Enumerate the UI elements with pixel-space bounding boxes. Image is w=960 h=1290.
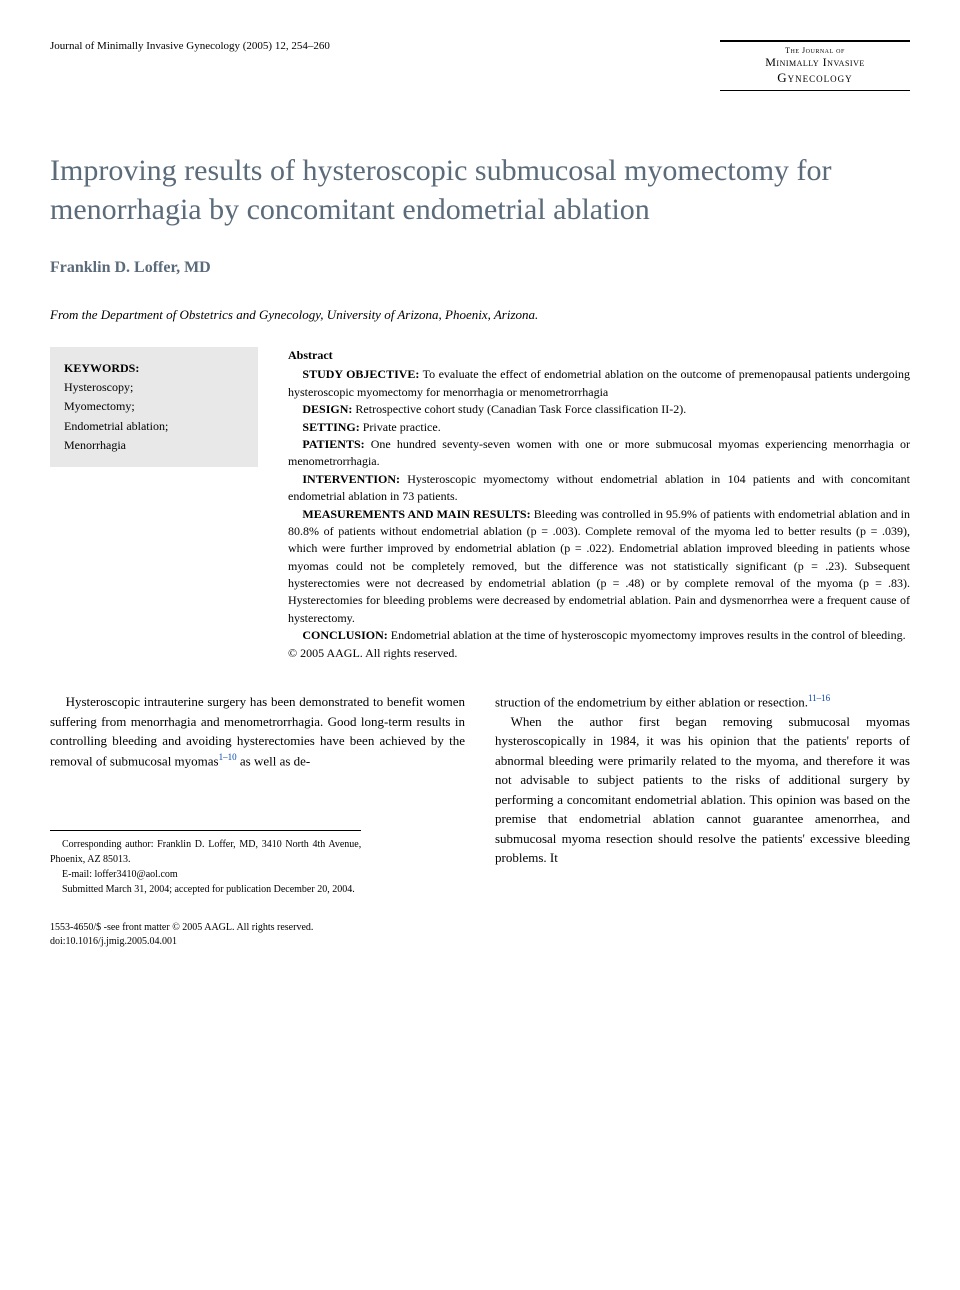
abstract-text: Bleeding was controlled in 95.9% of pati…: [288, 507, 910, 625]
abstract-setting: SETTING: Private practice.: [288, 419, 910, 436]
keywords-heading: KEYWORDS:: [64, 359, 244, 378]
journal-citation: Journal of Minimally Invasive Gynecology…: [50, 40, 330, 52]
abstract-label: PATIENTS:: [302, 437, 364, 451]
brand-top: The Journal of: [720, 46, 910, 55]
reference-link[interactable]: 1–10: [219, 752, 237, 762]
body-text: struction of the endometrium by either a…: [495, 694, 808, 709]
footnotes: Corresponding author: Franklin D. Loffer…: [50, 830, 361, 897]
abstract-heading: Abstract: [288, 347, 910, 364]
brand-line1: Minimally Invasive: [720, 55, 910, 70]
abstract-label: STUDY OBJECTIVE:: [302, 367, 419, 381]
abstract-text: Retrospective cohort study (Canadian Tas…: [352, 402, 686, 416]
abstract-design: DESIGN: Retrospective cohort study (Cana…: [288, 401, 910, 418]
abstract-label: CONCLUSION:: [302, 628, 387, 642]
submission-dates: Submitted March 31, 2004; accepted for p…: [50, 882, 361, 897]
abstract-column: Abstract STUDY OBJECTIVE: To evaluate th…: [288, 347, 910, 662]
abstract-label: SETTING:: [302, 420, 359, 434]
journal-brand: The Journal of Minimally Invasive Gyneco…: [720, 40, 910, 91]
abstract-conclusion: CONCLUSION: Endometrial ablation at the …: [288, 627, 910, 644]
abstract-label: MEASUREMENTS AND MAIN RESULTS:: [302, 507, 530, 521]
abstract-label: DESIGN:: [302, 402, 352, 416]
body-paragraph: Hysteroscopic intrauterine surgery has b…: [50, 692, 465, 770]
abstract-text: One hundred seventy-seven women with one…: [288, 437, 910, 468]
body-paragraph: struction of the endometrium by either a…: [495, 692, 910, 712]
body-paragraph: When the author first began removing sub…: [495, 712, 910, 868]
meta-abstract-row: KEYWORDS: Hysteroscopy; Myomectomy; Endo…: [50, 347, 910, 662]
footer-meta: 1553-4650/$ -see front matter © 2005 AAG…: [50, 921, 910, 949]
article-title: Improving results of hysteroscopic submu…: [50, 151, 910, 229]
abstract-results: MEASUREMENTS AND MAIN RESULTS: Bleeding …: [288, 506, 910, 628]
abstract-objective: STUDY OBJECTIVE: To evaluate the effect …: [288, 366, 910, 401]
body-col-left: Hysteroscopic intrauterine surgery has b…: [50, 692, 465, 897]
corresponding-author: Corresponding author: Franklin D. Loffer…: [50, 837, 361, 867]
abstract-patients: PATIENTS: One hundred seventy-seven wome…: [288, 436, 910, 471]
abstract-copyright: © 2005 AAGL. All rights reserved.: [288, 645, 910, 662]
body-columns: Hysteroscopic intrauterine surgery has b…: [50, 692, 910, 897]
author-email: E-mail: loffer3410@aol.com: [50, 867, 361, 882]
body-text: as well as de-: [237, 753, 311, 768]
body-col-right: struction of the endometrium by either a…: [495, 692, 910, 897]
author: Franklin D. Loffer, MD: [50, 259, 910, 277]
reference-link[interactable]: 11–16: [808, 693, 830, 703]
abstract-label: INTERVENTION:: [302, 472, 400, 486]
abstract-intervention: INTERVENTION: Hysteroscopic myomectomy w…: [288, 471, 910, 506]
brand-line2: Gynecology: [720, 70, 910, 86]
header-row: Journal of Minimally Invasive Gynecology…: [50, 40, 910, 91]
affiliation: From the Department of Obstetrics and Gy…: [50, 307, 910, 323]
abstract-text: Endometrial ablation at the time of hyst…: [388, 628, 906, 642]
abstract-text: Private practice.: [360, 420, 441, 434]
doi-line: doi:10.1016/j.jmig.2005.04.001: [50, 935, 910, 949]
keywords-list: Hysteroscopy; Myomectomy; Endometrial ab…: [64, 378, 244, 455]
keywords-box: KEYWORDS: Hysteroscopy; Myomectomy; Endo…: [50, 347, 258, 467]
issn-line: 1553-4650/$ -see front matter © 2005 AAG…: [50, 921, 910, 935]
